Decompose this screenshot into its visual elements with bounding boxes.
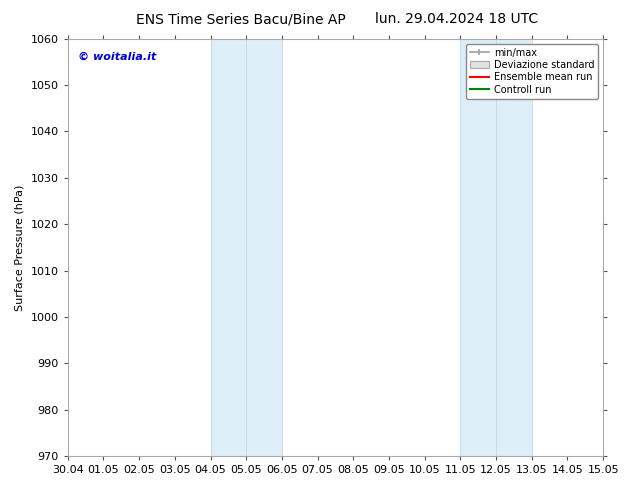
Bar xyxy=(210,39,246,456)
Text: ENS Time Series Bacu/Bine AP: ENS Time Series Bacu/Bine AP xyxy=(136,12,346,26)
Text: lun. 29.04.2024 18 UTC: lun. 29.04.2024 18 UTC xyxy=(375,12,538,26)
Y-axis label: Surface Pressure (hPa): Surface Pressure (hPa) xyxy=(15,184,25,311)
Text: © woitalia.it: © woitalia.it xyxy=(79,51,157,61)
Bar xyxy=(496,39,532,456)
Bar xyxy=(246,39,282,456)
Legend: min/max, Deviazione standard, Ensemble mean run, Controll run: min/max, Deviazione standard, Ensemble m… xyxy=(466,44,598,98)
Bar xyxy=(460,39,496,456)
